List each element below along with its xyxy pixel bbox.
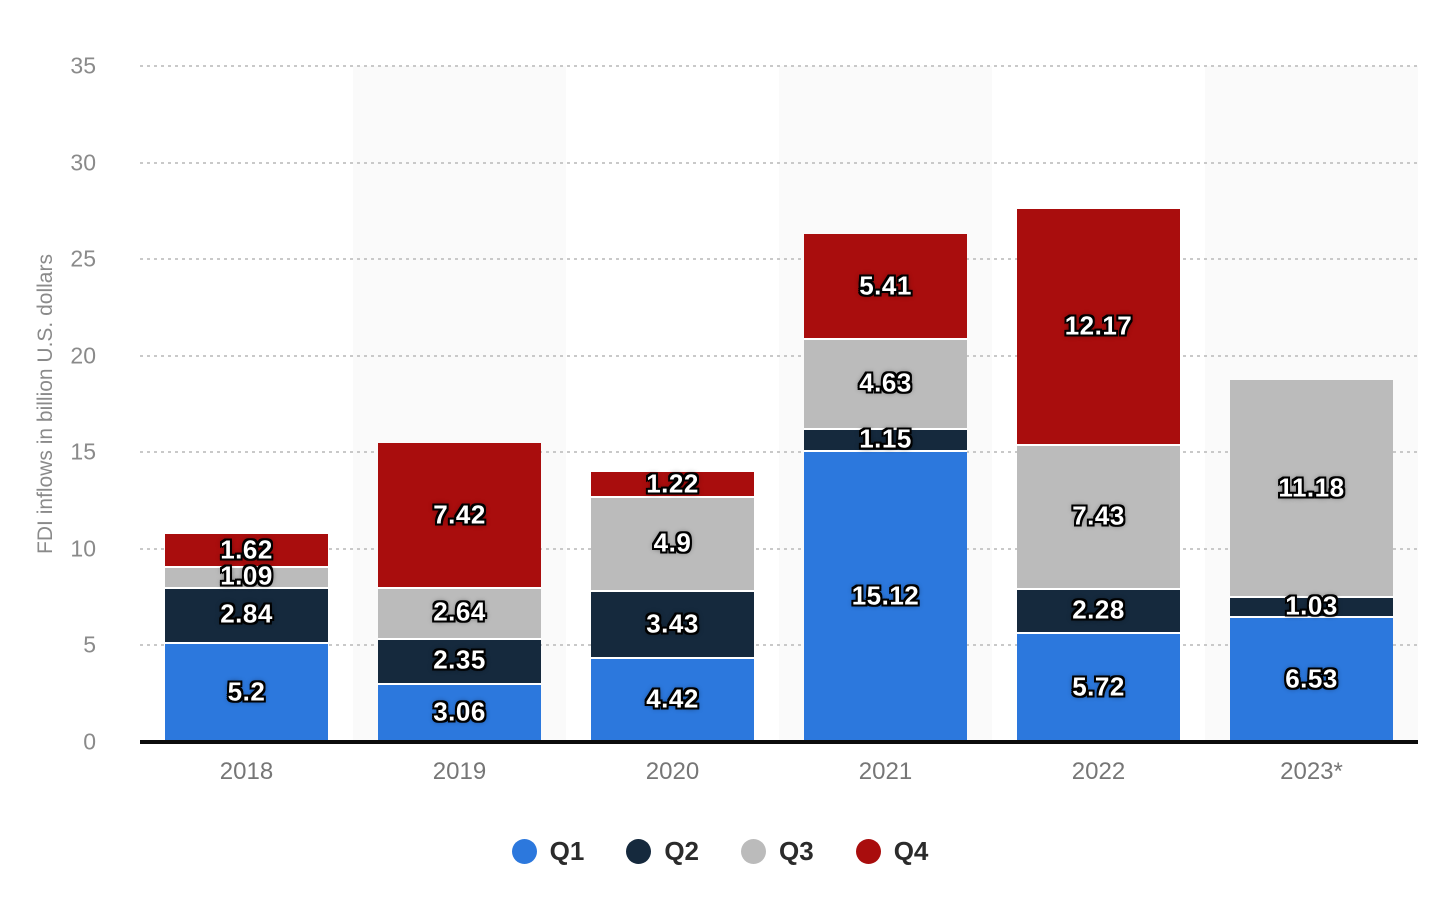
gridline-15 xyxy=(140,451,1418,455)
segment-2021-q1[interactable] xyxy=(804,449,967,742)
segment-2023-q1[interactable] xyxy=(1230,615,1393,742)
gridline-30 xyxy=(140,161,1418,165)
segment-2019-q4[interactable] xyxy=(378,443,541,587)
bar-2022: 5.72 2.28 7.43 12.17 xyxy=(1017,66,1180,742)
y-tick-label-5: 5 xyxy=(83,631,96,658)
legend-label-q3: Q3 xyxy=(779,836,814,866)
bar-2020: 4.42 3.43 4.9 1.22 xyxy=(591,66,754,742)
x-axis-label-2018: 2018 xyxy=(219,758,274,785)
legend-swatch-q1-icon xyxy=(511,839,537,864)
x-axis-label-2019: 2019 xyxy=(432,758,487,785)
segment-2021-q3[interactable] xyxy=(804,338,967,428)
gridline-20 xyxy=(140,354,1418,358)
segment-2023-q2[interactable] xyxy=(1230,596,1393,616)
plot-area: 0 5 10 15 20 25 30 35 5.2 2.84 1.09 1.62 3.06 2.35 2.6… xyxy=(70,53,1418,755)
y-tick-label-15: 15 xyxy=(70,438,96,465)
segment-2018-q1[interactable] xyxy=(165,641,328,742)
legend-swatch-q3-icon xyxy=(741,839,766,864)
y-axis-title: FDI inflows in billion U.S. dollars xyxy=(34,254,57,554)
y-tick-label-20: 20 xyxy=(70,342,96,369)
legend-label-q1: Q1 xyxy=(549,836,585,866)
gridline-35 xyxy=(140,65,1418,68)
legend-item-q2[interactable]: Q2 xyxy=(626,836,699,867)
segment-2019-q1[interactable] xyxy=(378,682,541,742)
segment-2019-q2[interactable] xyxy=(378,637,541,683)
bar-2018: 5.2 2.84 1.09 1.62 xyxy=(165,66,328,742)
segment-2021-q4[interactable] xyxy=(804,233,967,339)
segment-2018-q3[interactable] xyxy=(165,565,328,587)
legend-label-q2: Q2 xyxy=(664,836,699,866)
gridline-25 xyxy=(140,258,1418,262)
y-tick-label-25: 25 xyxy=(70,245,96,272)
segment-2022-q1[interactable] xyxy=(1017,631,1180,742)
segment-2020-q3[interactable] xyxy=(591,495,754,591)
segment-2018-q4[interactable] xyxy=(165,534,328,566)
segment-2022-q2[interactable] xyxy=(1017,587,1180,632)
legend-item-q1[interactable]: Q1 xyxy=(511,836,585,867)
segment-2020-q1[interactable] xyxy=(591,656,754,742)
legend: Q1 Q2 Q3 Q4 xyxy=(0,836,1440,867)
segment-2019-q3[interactable] xyxy=(378,586,541,638)
x-axis-label-2020: 2020 xyxy=(645,758,700,785)
segment-2018-q2[interactable] xyxy=(165,586,328,642)
gridline-5 xyxy=(140,644,1418,648)
segment-2022-q4[interactable] xyxy=(1017,208,1180,444)
x-axis-line xyxy=(140,740,1418,744)
bar-2019: 3.06 2.35 2.64 7.42 xyxy=(378,66,541,742)
bar-2023: 6.53 1.03 11.18 xyxy=(1230,66,1393,742)
x-axis-label-2021: 2021 xyxy=(858,758,913,785)
gridline-10 xyxy=(140,547,1418,551)
segment-2023-q3[interactable] xyxy=(1230,380,1393,596)
legend-swatch-q2-icon xyxy=(626,839,652,864)
segment-2021-q2[interactable] xyxy=(804,427,967,450)
y-tick-label-0: 0 xyxy=(83,728,96,755)
y-tick-label-30: 30 xyxy=(70,149,96,176)
legend-swatch-q4-icon xyxy=(855,839,881,864)
segment-2020-q2[interactable] xyxy=(591,590,754,657)
legend-label-q4: Q4 xyxy=(893,836,929,866)
bar-2021: 15.12 1.15 4.63 5.41 xyxy=(804,66,967,742)
legend-item-q4[interactable]: Q4 xyxy=(855,836,929,867)
x-axis-label-2022: 2022 xyxy=(1071,758,1126,785)
segment-2022-q3[interactable] xyxy=(1017,444,1180,588)
y-tick-label-35: 35 xyxy=(70,52,96,79)
x-axis-label-2023: 2023* xyxy=(1280,758,1343,785)
legend-item-q3[interactable]: Q3 xyxy=(741,836,814,867)
y-tick-label-10: 10 xyxy=(70,535,96,562)
segment-2020-q4[interactable] xyxy=(591,472,754,496)
